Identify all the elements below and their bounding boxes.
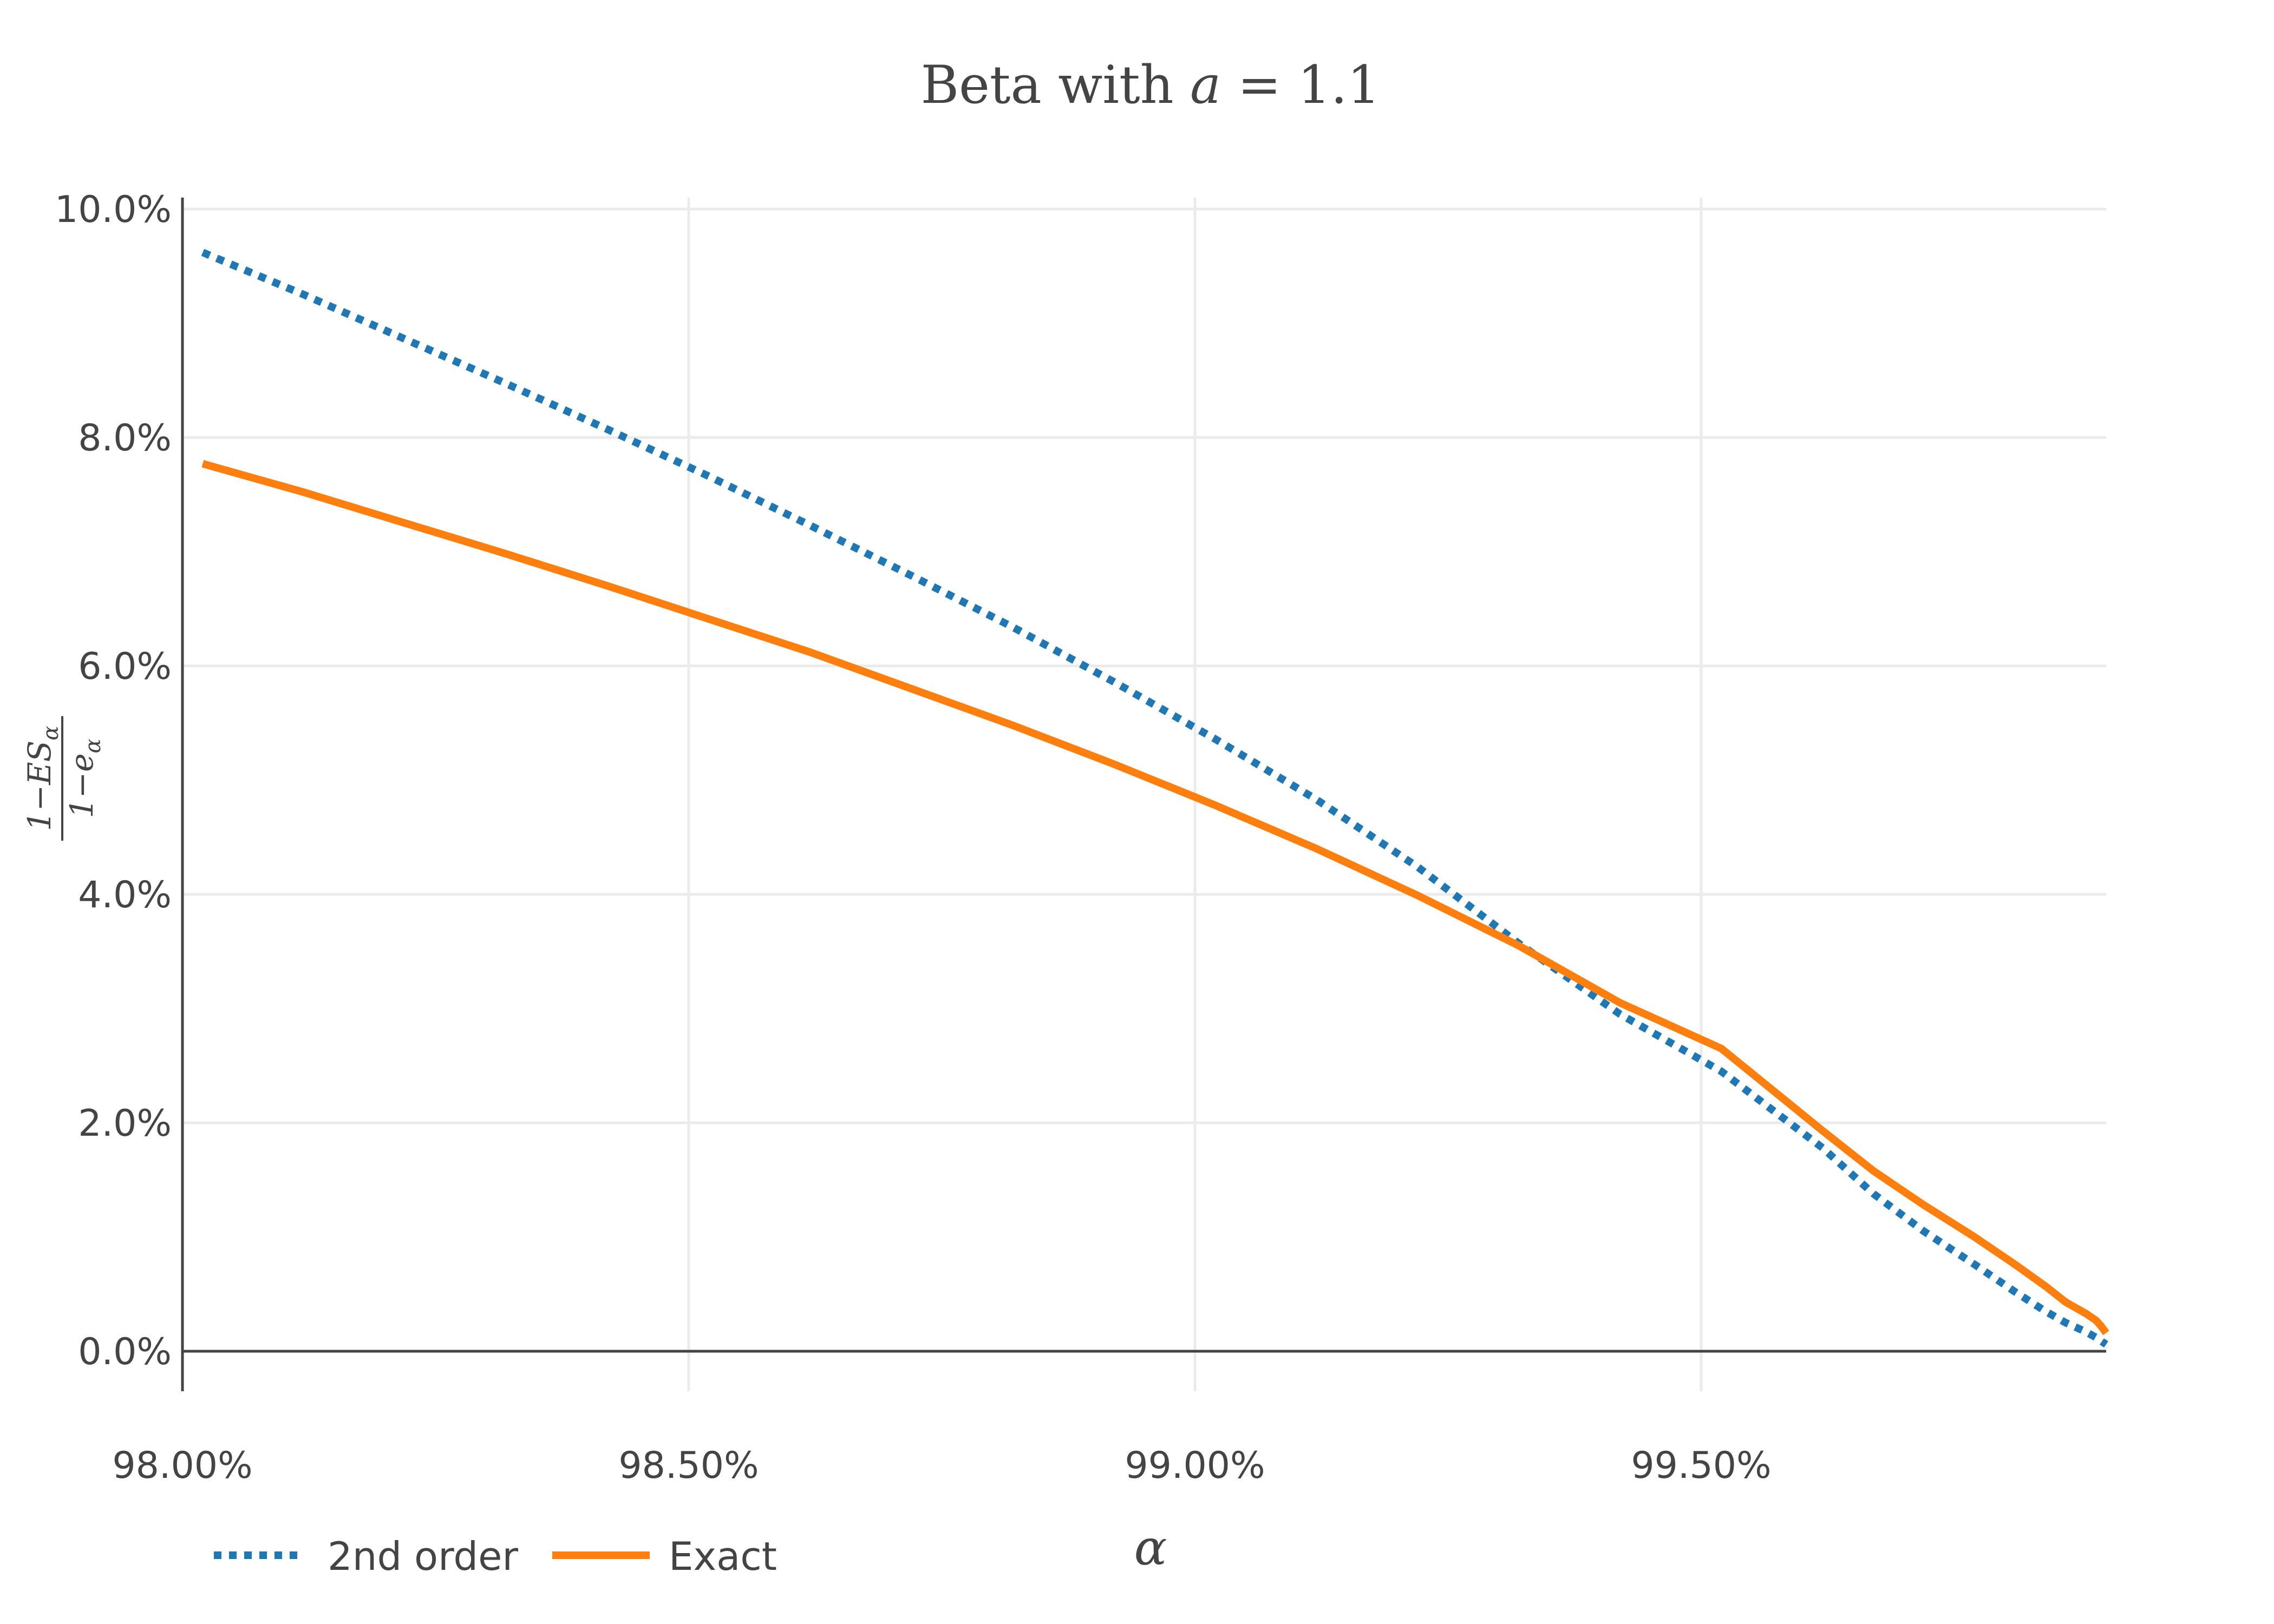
series-lines: [201, 248, 2109, 1348]
chart-title: Beta with a = 1.1: [921, 55, 1381, 115]
series-line-exact[interactable]: [201, 460, 2109, 1335]
x-tick-labels: 98.00% 98.50% 99.00% 99.50%: [112, 1444, 1771, 1487]
y-gridlines: [182, 207, 2106, 1124]
y-tick-label: 8.0%: [78, 417, 172, 460]
y-tick-label: 6.0%: [78, 645, 172, 688]
chart-title-variable: a: [1190, 55, 1221, 115]
chart-title-suffix: = 1.1: [1221, 55, 1380, 115]
y-tick-label: 10.0%: [55, 188, 172, 231]
legend: 2nd order Exact: [214, 1534, 777, 1579]
legend-item-2nd-order[interactable]: 2nd order: [214, 1534, 518, 1579]
y-label-denominator: 1−eα: [63, 739, 106, 818]
x-tick-label: 99.50%: [1631, 1444, 1771, 1487]
x-tick-label: 98.50%: [618, 1444, 759, 1487]
y-tick-label: 4.0%: [78, 874, 172, 916]
y-axis-label: 1−ESα 1−eα: [21, 716, 106, 841]
axes: [181, 198, 2106, 1391]
legend-label-exact: Exact: [669, 1534, 777, 1579]
x-tick-label: 98.00%: [112, 1444, 252, 1487]
x-axis-label: α: [1134, 1520, 1167, 1576]
y-tick-label: 2.0%: [78, 1102, 172, 1145]
legend-item-exact[interactable]: Exact: [552, 1534, 777, 1579]
y-tick-labels: 0.0% 2.0% 4.0% 6.0% 8.0% 10.0%: [55, 188, 172, 1373]
x-tick-label: 99.00%: [1125, 1444, 1265, 1487]
legend-label-2nd-order: 2nd order: [328, 1534, 518, 1579]
chart-title-prefix: Beta with: [921, 55, 1190, 115]
y-tick-label: 0.0%: [78, 1331, 172, 1373]
y-label-numerator: 1−ESα: [21, 726, 63, 831]
